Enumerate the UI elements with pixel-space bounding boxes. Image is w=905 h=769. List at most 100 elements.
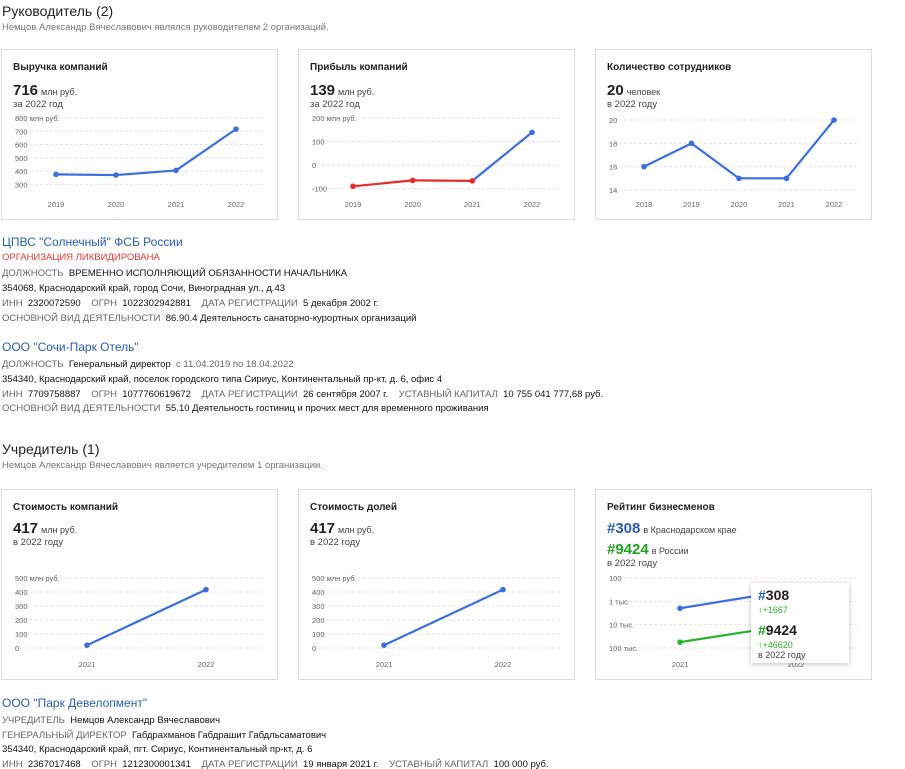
- tooltip-regional-delta: ↑+1667: [758, 605, 788, 615]
- org-link-sochi-park[interactable]: ООО "Сочи-Парк Отель": [2, 340, 139, 354]
- company-value-card: Стоимость компаний 417 млн руб. в 2022 го…: [1, 489, 278, 680]
- tooltip-regional-value: 308: [765, 587, 790, 603]
- x-tick-label: 2019: [345, 200, 362, 209]
- org-position: ДОЛЖНОСТЬ Генеральный директор с 11.04.2…: [2, 359, 294, 370]
- y-tick-label: 18: [609, 139, 617, 148]
- y-tick-label: 1 тыс.: [609, 597, 630, 606]
- rating-tooltip: #308 ↑+1667 #9424 ↑+46620 в 2022 году: [751, 583, 849, 663]
- data-point: [641, 163, 647, 170]
- y-tick-label: 20: [609, 116, 617, 125]
- regional-rank: #308 в Краснодарском крае: [607, 520, 737, 537]
- y-tick-label: 700: [15, 127, 28, 136]
- org-link-park-development[interactable]: ООО "Парк Девелопмент": [2, 696, 148, 710]
- y-tick-label: 400: [15, 167, 28, 176]
- card-title: Выручка компаний: [13, 62, 108, 73]
- x-tick-label: 2018: [636, 200, 653, 209]
- card-title: Стоимость компаний: [13, 502, 119, 513]
- y-tick-label: 200: [312, 616, 325, 625]
- section-title-head: Руководитель (2): [2, 3, 114, 19]
- y-tick-label: 600: [15, 141, 28, 150]
- y-tick-label: 300: [15, 180, 28, 189]
- y-tick-label: 100: [312, 138, 325, 147]
- org-activity: ОСНОВНОЙ ВИД ДЕЯТЕЛЬНОСТИ 55.10 Деятельн…: [2, 403, 489, 414]
- y-tick-label: 100: [15, 630, 28, 639]
- y-tick-label: 200 млн руб.: [312, 114, 357, 123]
- national-rank: #9424 в России: [607, 541, 689, 558]
- x-tick-label: 2022: [495, 660, 512, 669]
- org-requisites: ИНН 2320072590 ОГРН 1022302942881 ДАТА Р…: [2, 298, 379, 309]
- card-value: 417 млн руб.: [13, 520, 78, 537]
- status-badge: ОРГАНИЗАЦИЯ ЛИКВИДИРОВАНА: [2, 252, 160, 263]
- profit-card: Прибыль компаний 139 млн руб. за 2022 год…: [298, 49, 575, 220]
- x-tick-label: 2021: [464, 200, 481, 209]
- series-line-segment: [351, 179, 414, 188]
- card-value: 20 человек: [607, 82, 661, 99]
- x-tick-label: 2022: [826, 200, 843, 209]
- y-tick-label: 500 млн руб.: [312, 574, 357, 583]
- rating-card: Рейтинг бизнесменов #308 в Краснодарском …: [595, 489, 872, 680]
- y-tick-label: 100 тыс.: [609, 644, 638, 653]
- data-point: [500, 586, 506, 593]
- tooltip-national: #9424: [758, 622, 797, 638]
- y-tick-label: 400: [312, 588, 325, 597]
- employees-card: Количество сотрудников 20 человек в 2022 …: [595, 49, 872, 220]
- profit-chart: 200 млн руб. 100 0 -100 2019 2020 2021 2022: [312, 114, 561, 209]
- revenue-chart: 800 млн руб. 700 600 500 400 300 2019 2020 2021 2…: [15, 114, 264, 209]
- y-tick-label: 500 млн руб.: [15, 574, 60, 583]
- tooltip-period: в 2022 году: [758, 650, 806, 660]
- section-title-founder: Учредитель (1): [2, 441, 100, 457]
- series-line-segment: [85, 588, 208, 647]
- data-point: [381, 642, 387, 648]
- x-tick-label: 2020: [108, 200, 125, 209]
- card-title: Количество сотрудников: [607, 62, 732, 73]
- org-link-solnechny[interactable]: ЦПВС "Солнечный" ФСБ России: [2, 235, 183, 249]
- data-point: [409, 177, 416, 184]
- card-period: в 2022 году: [13, 537, 64, 548]
- y-tick-label: 14: [609, 186, 617, 195]
- x-tick-label: 2020: [731, 200, 748, 209]
- y-tick-label: 10 тыс.: [609, 621, 634, 630]
- x-tick-label: 2021: [168, 200, 185, 209]
- card-value: 417 млн руб.: [310, 520, 375, 537]
- x-tick-label: 2022: [524, 200, 541, 209]
- series-line-segment: [114, 169, 178, 177]
- org-director: ГЕНЕРАЛЬНЫЙ ДИРЕКТОР Габдрахманов Габдра…: [2, 730, 327, 741]
- y-tick-label: 16: [609, 163, 617, 172]
- card-title: Стоимость долей: [310, 502, 398, 513]
- org-address: 354340, Краснодарский край, поселок горо…: [2, 374, 443, 385]
- card-period: в 2022 году: [607, 558, 658, 569]
- y-tick-label: 0: [312, 644, 316, 653]
- y-tick-label: 200: [15, 616, 28, 625]
- y-tick-label: 0: [15, 644, 19, 653]
- section-subtitle-founder: Немцов Александр Вячеславович является у…: [2, 460, 323, 471]
- series-line-segment: [471, 131, 534, 182]
- y-tick-label: 0: [312, 161, 316, 170]
- data-point: [53, 171, 59, 178]
- revenue-card: Выручка компаний 716 млн руб. за 2022 год…: [1, 49, 278, 220]
- data-point: [831, 117, 837, 123]
- data-point: [233, 126, 239, 132]
- data-point: [677, 605, 683, 612]
- data-point: [113, 172, 119, 178]
- y-tick-label: 300: [312, 602, 325, 611]
- org-requisites: ИНН 2367017468 ОГРН 1212300001341 ДАТА Р…: [2, 759, 549, 769]
- y-tick-label: 300: [15, 602, 28, 611]
- x-tick-label: 2021: [778, 200, 795, 209]
- card-title: Рейтинг бизнесменов: [607, 502, 715, 513]
- data-point: [529, 129, 535, 136]
- company-value-chart: 500 млн руб. 400 300 200 100 0 2021 2022: [15, 574, 264, 669]
- card-period: за 2022 год: [13, 99, 63, 110]
- org-founder: УЧРЕДИТЕЛЬ Немцов Александр Вячеславович: [2, 715, 221, 726]
- card-value: 716 млн руб.: [13, 82, 78, 99]
- data-point: [84, 642, 90, 648]
- series-line-segment: [174, 128, 238, 172]
- x-tick-label: 2021: [672, 660, 689, 669]
- org-activity: ОСНОВНОЙ ВИД ДЕЯТЕЛЬНОСТИ 86.90.4 Деятел…: [2, 313, 417, 324]
- x-tick-label: 2020: [404, 200, 421, 209]
- share-value-card: Стоимость долей 417 млн руб. в 2022 году …: [298, 489, 575, 680]
- x-tick-label: 2021: [79, 660, 96, 669]
- series-line-segment: [690, 142, 741, 180]
- org-position: ДОЛЖНОСТЬ ВРЕМЕННО ИСПОЛНЯЮЩИЙ ОБЯЗАННОС…: [2, 268, 348, 279]
- data-point: [173, 167, 179, 174]
- data-point: [736, 175, 742, 182]
